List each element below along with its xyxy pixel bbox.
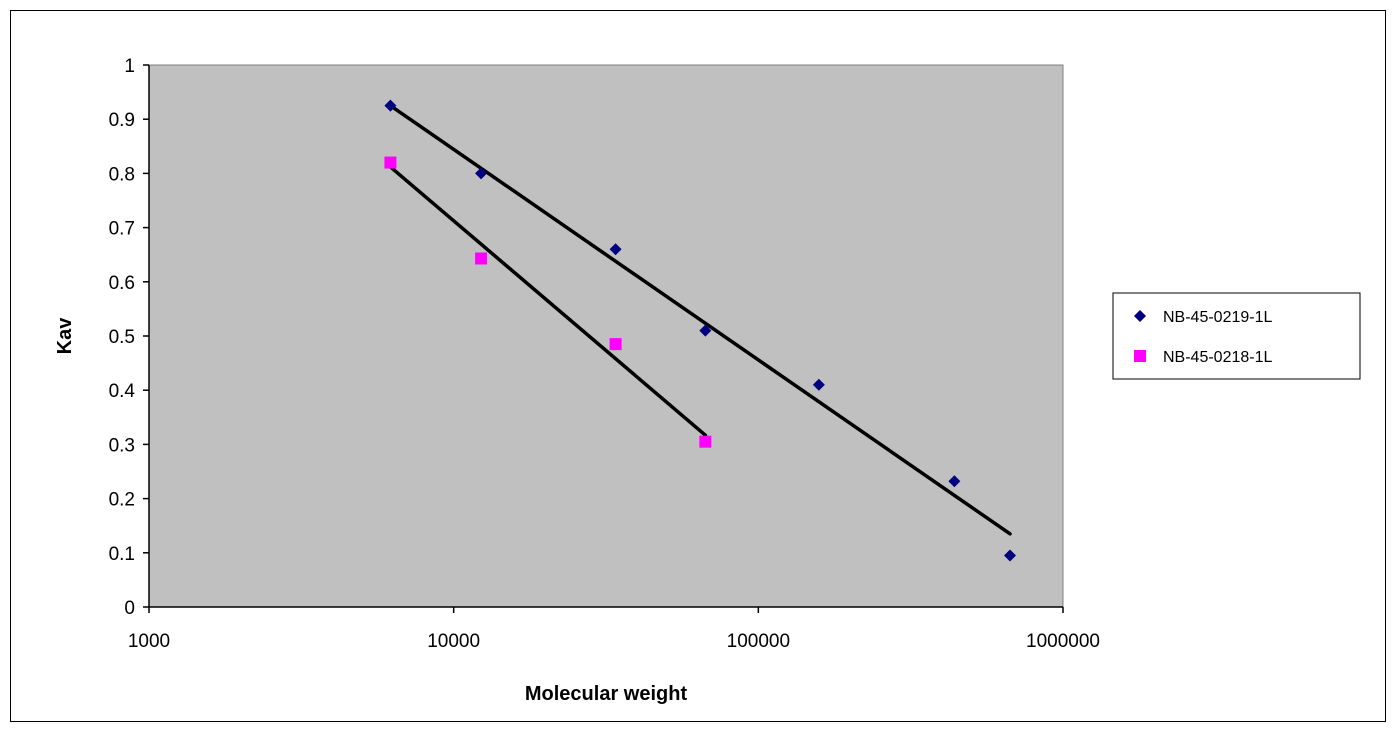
data-point-series-2 (609, 338, 622, 351)
axes (143, 64, 1064, 613)
trendline-series-2 (388, 165, 708, 437)
legend: NB-45-0219-1L NB-45-0218-1L (1112, 292, 1361, 380)
y-tick-label: 0.1 (109, 544, 135, 565)
data-point-series-1 (384, 99, 397, 112)
data-point-series-1 (948, 475, 961, 488)
data-point-series-2 (384, 156, 397, 169)
legend-label-series-2: NB-45-0218-1L (1163, 349, 1273, 366)
y-axis-title: Kav (54, 317, 76, 355)
y-tick-label: 0 (124, 598, 135, 619)
trendline-series-1 (388, 103, 1012, 536)
x-axis-title: Molecular weight (525, 683, 688, 705)
tick-labels: 0 0.1 0.2 0.3 0.4 0.5 0.6 0.7 0.8 0.9 1 1000 10000 10… (109, 56, 1100, 652)
data-point-series-1 (812, 378, 825, 391)
kav-chart: 0 0.1 0.2 0.3 0.4 0.5 0.6 0.7 0.8 0.9 1 1000 10000 10… (54, 56, 1361, 705)
legend-marker-series-2 (1134, 350, 1146, 362)
plot-area (148, 64, 1064, 608)
y-tick-label: 0.6 (109, 273, 135, 294)
y-tick-label: 0.5 (109, 327, 135, 348)
data-point-series-1 (699, 324, 712, 337)
x-tick-label: 100000 (727, 631, 790, 652)
y-tick-label: 0.2 (109, 490, 135, 511)
chart-frame: 0 0.1 0.2 0.3 0.4 0.5 0.6 0.7 0.8 0.9 1 1000 10000 10… (10, 10, 1386, 722)
data-point-series-1 (475, 167, 488, 180)
y-tick-label: 0.7 (109, 219, 135, 240)
x-tick-label: 1000000 (1026, 631, 1100, 652)
y-tick-label: 1 (124, 56, 135, 77)
data-points (384, 99, 1017, 562)
y-tick-label: 0.3 (109, 435, 135, 456)
y-tick-label: 0.9 (109, 110, 135, 131)
data-point-series-2 (475, 252, 488, 265)
x-tick-label: 10000 (427, 631, 480, 652)
data-point-series-1 (609, 243, 622, 256)
trendlines (388, 103, 1012, 536)
y-tick-label: 0.4 (109, 381, 136, 402)
legend-marker-series-1 (1134, 310, 1146, 322)
data-point-series-1 (1004, 549, 1017, 562)
legend-box (1112, 292, 1361, 380)
x-tick-label: 1000 (128, 631, 170, 652)
y-tick-label: 0.8 (109, 164, 135, 185)
data-point-series-2 (699, 435, 712, 448)
legend-label-series-1: NB-45-0219-1L (1163, 309, 1273, 326)
